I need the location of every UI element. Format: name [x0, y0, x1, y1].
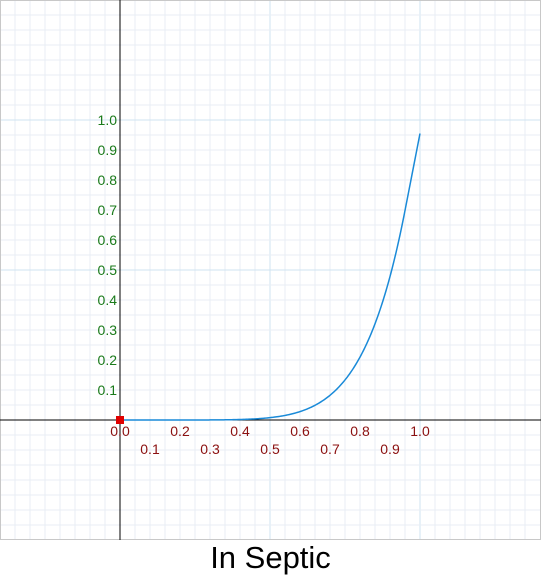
x-tick-label: 0.1: [140, 441, 160, 457]
y-tick-label: 0.9: [98, 142, 118, 158]
y-tick-label: 0.2: [98, 352, 118, 368]
y-tick-label: 0.1: [98, 382, 118, 398]
grid: [0, 0, 541, 540]
easing-chart: 0.0 0.1 0.2 0.3 0.4 0.5 0.6 0.7 0.8 0.9 1.0 0.1 0.2 0…: [0, 0, 541, 540]
y-tick-label: 1.0: [98, 112, 118, 128]
axes: [0, 0, 541, 540]
y-tick-label: 0.4: [98, 292, 118, 308]
curve-layer: [116, 133, 421, 424]
x-tick-label: 0.6: [290, 423, 310, 439]
y-tick-label: 0.3: [98, 322, 118, 338]
x-tick-label: 0.3: [200, 441, 220, 457]
chart-caption: In Septic: [210, 540, 331, 575]
x-tick-label: 0.9: [380, 441, 400, 457]
y-tick-label: 0.6: [98, 232, 118, 248]
y-tick-label: 0.7: [98, 202, 118, 218]
x-tick-label: 0.4: [230, 423, 250, 439]
x-tick-label: 0.2: [170, 423, 190, 439]
x-tick-label: 0.7: [320, 441, 340, 457]
x-tick-label: 0.5: [260, 441, 280, 457]
tick-labels: 0.0 0.1 0.2 0.3 0.4 0.5 0.6 0.7 0.8 0.9 1.0 0.1 0.2 0…: [98, 112, 430, 457]
origin-marker: [116, 416, 124, 424]
x-tick-label: 1.0: [410, 423, 430, 439]
y-tick-label: 0.5: [98, 262, 118, 278]
easing-curve: [120, 133, 421, 421]
x-tick-label: 0.0: [110, 423, 130, 439]
y-tick-label: 0.8: [98, 172, 118, 188]
x-tick-label: 0.8: [350, 423, 370, 439]
